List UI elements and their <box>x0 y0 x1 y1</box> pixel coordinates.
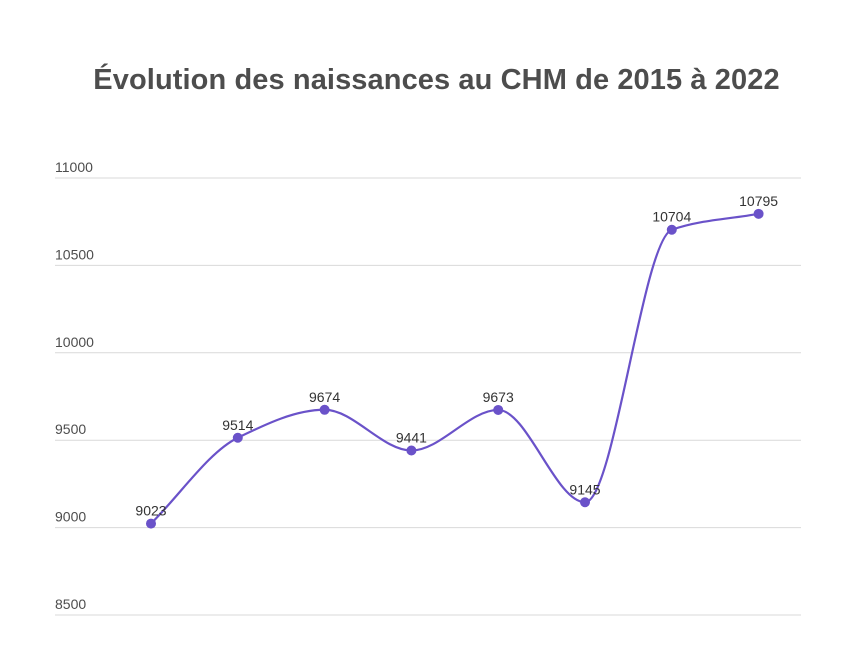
data-label: 9023 <box>135 503 166 519</box>
data-label: 10795 <box>739 193 778 209</box>
data-label: 9441 <box>396 430 427 446</box>
y-tick-label: 11000 <box>55 159 93 175</box>
data-label: 9145 <box>569 481 600 497</box>
y-tick-label: 10500 <box>55 246 94 262</box>
data-point <box>493 404 504 415</box>
chart-title: Évolution des naissances au CHM de 2015 … <box>93 64 780 96</box>
data-point <box>753 208 764 219</box>
data-point <box>319 404 330 415</box>
data-point <box>232 432 243 443</box>
y-tick-label: 9500 <box>55 421 86 437</box>
y-tick-label: 9000 <box>55 509 86 525</box>
data-point <box>666 224 677 235</box>
data-point <box>146 518 156 529</box>
data-label: 9514 <box>222 417 253 433</box>
data-point <box>406 445 417 456</box>
series-line <box>150 212 759 525</box>
data-label: 9673 <box>483 389 514 405</box>
y-tick-label: 10000 <box>55 334 94 350</box>
data-label: 9674 <box>309 389 340 405</box>
data-label: 10704 <box>652 209 691 225</box>
y-tick-label: 8500 <box>55 596 86 612</box>
data-point <box>580 497 590 508</box>
